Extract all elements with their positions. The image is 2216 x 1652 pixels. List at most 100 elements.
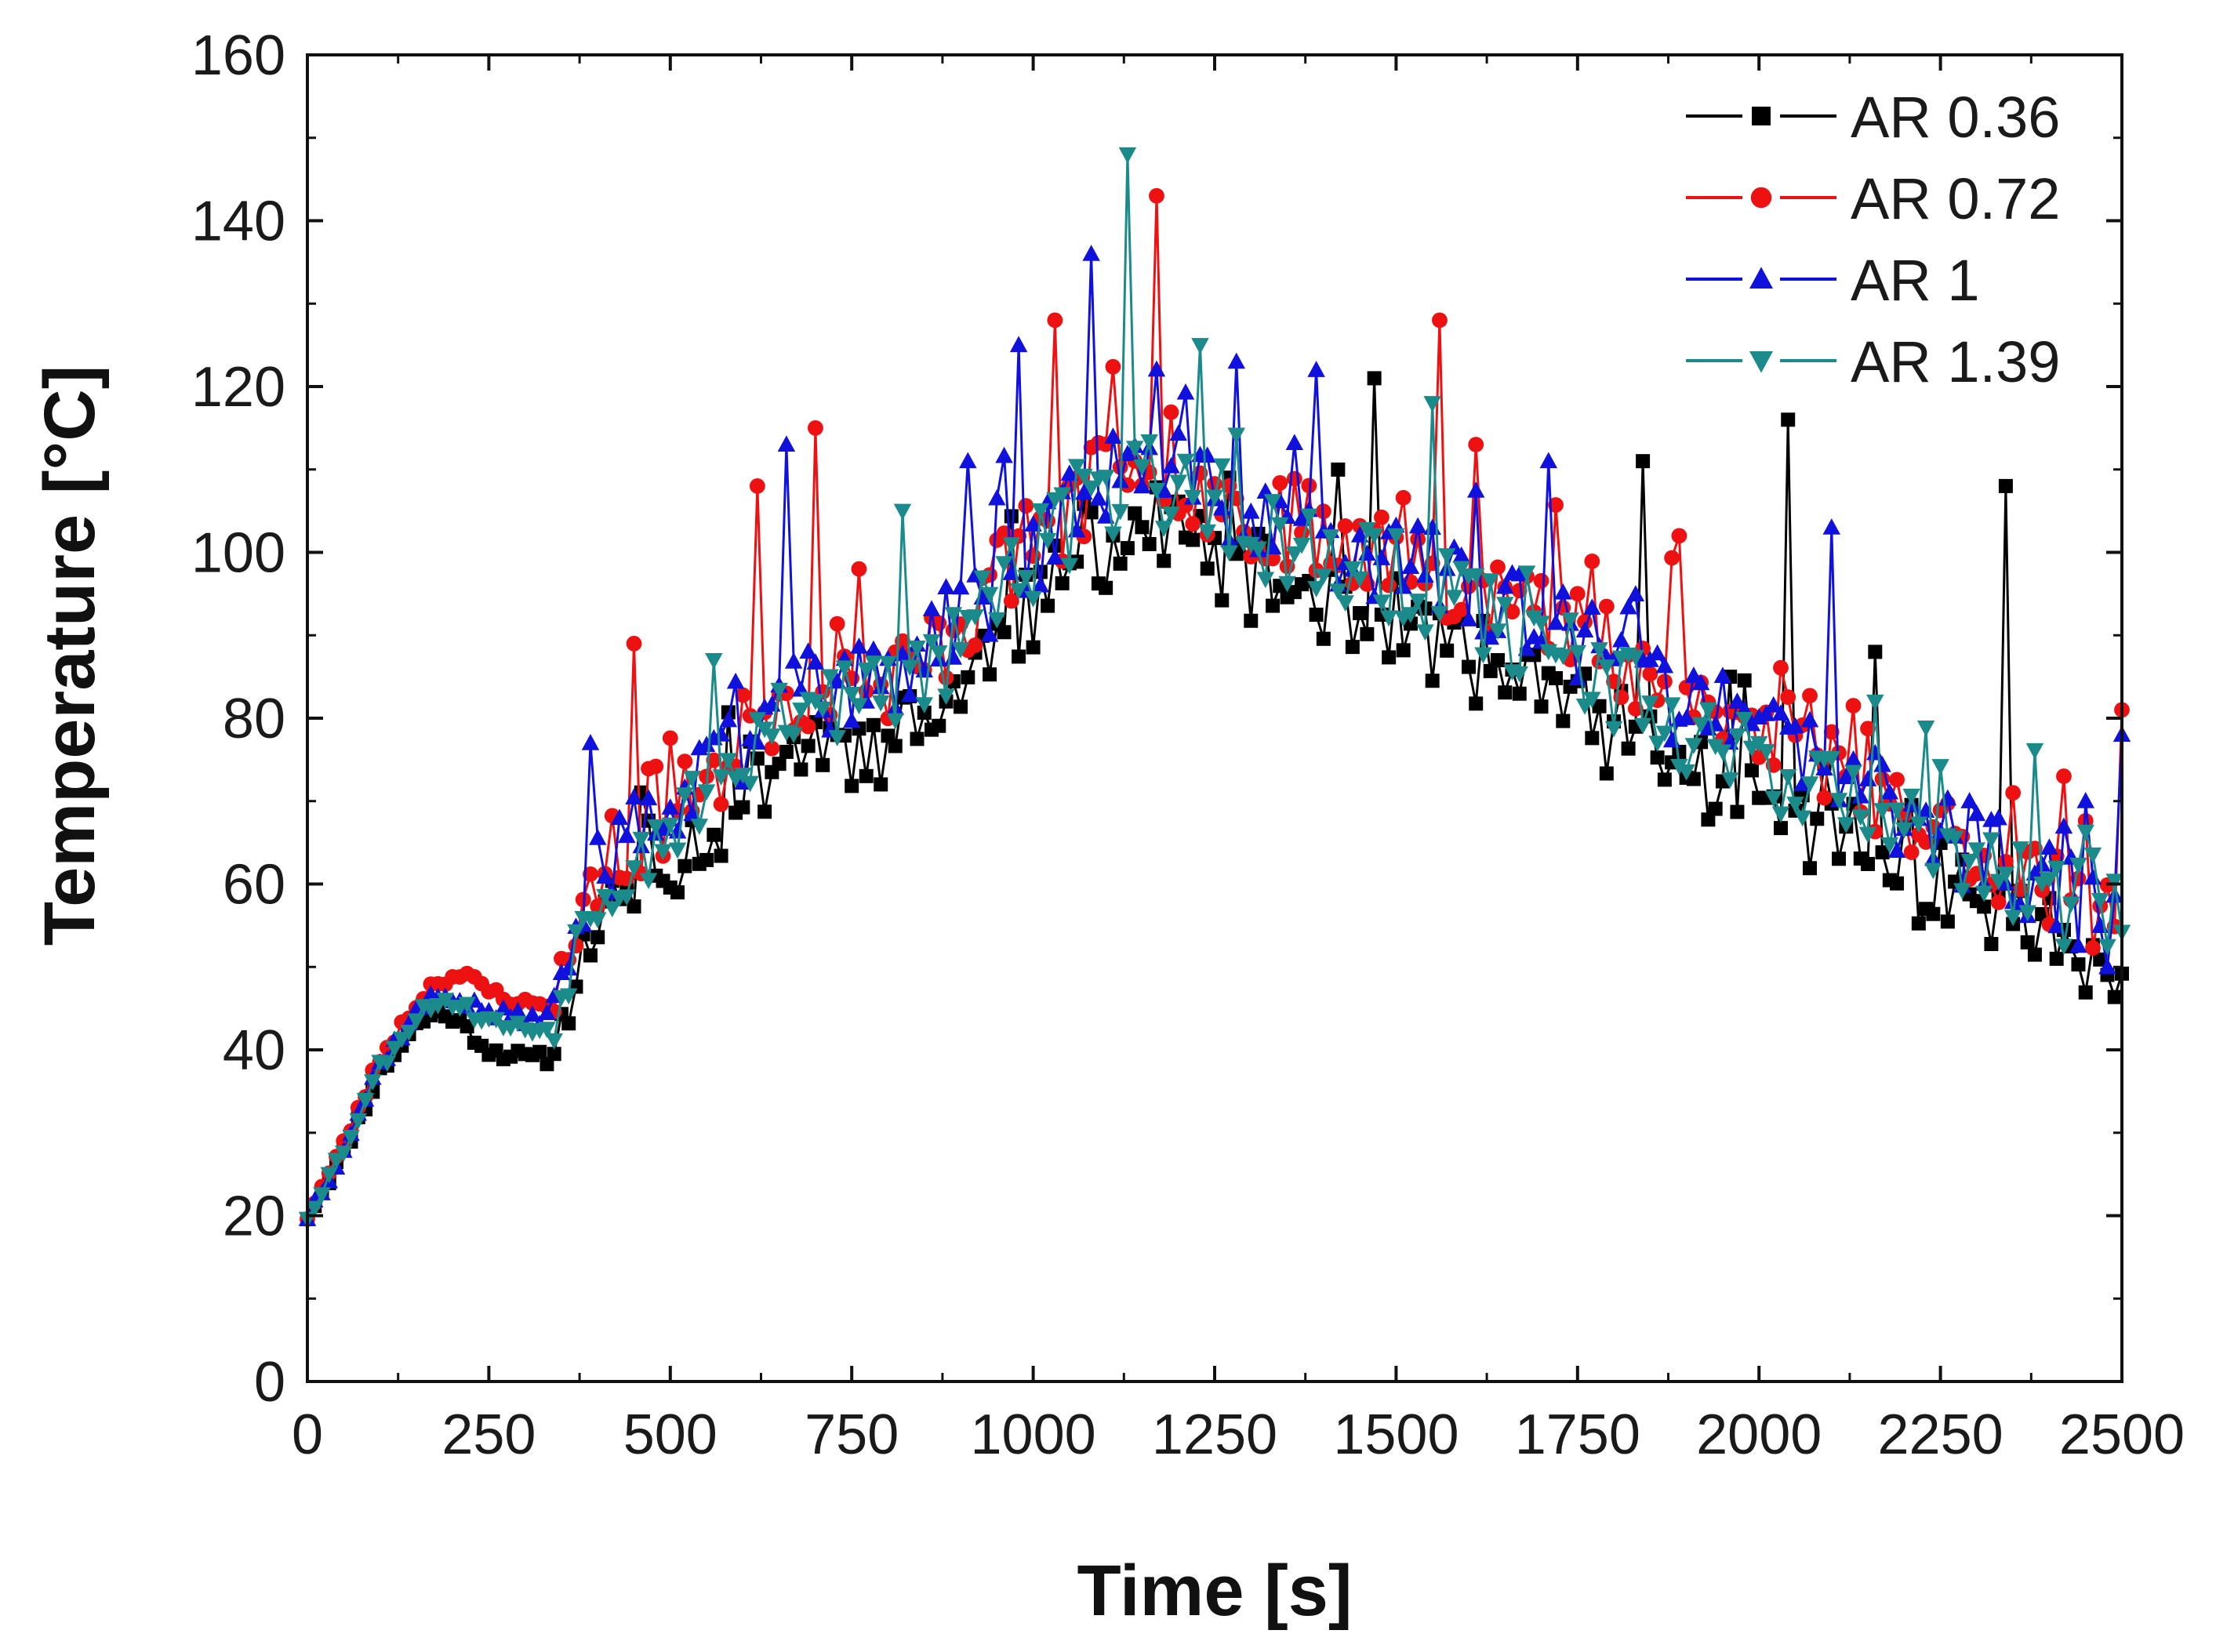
data-point — [1336, 595, 1354, 612]
data-point — [1474, 647, 1492, 664]
data-point — [1367, 371, 1382, 386]
legend-label: AR 0.72 — [1851, 166, 2060, 231]
data-point — [1773, 821, 1788, 836]
data-point — [342, 1130, 360, 1146]
data-point — [654, 844, 672, 861]
data-point — [1437, 548, 1456, 565]
data-point — [779, 744, 794, 759]
data-point — [2056, 768, 2072, 784]
data-point — [532, 1044, 547, 1059]
data-point — [1822, 750, 1841, 768]
data-point — [1575, 621, 1594, 637]
data-point — [845, 779, 859, 793]
data-point — [2011, 841, 2029, 858]
data-point — [1960, 853, 1978, 870]
data-point — [997, 625, 1012, 640]
data-point — [400, 1025, 418, 1041]
data-point — [670, 885, 685, 900]
data-point — [886, 713, 904, 730]
data-point — [1111, 503, 1129, 521]
data-point — [1331, 462, 1346, 477]
data-point — [988, 612, 1006, 629]
data-point — [1851, 809, 1870, 826]
y-tick-label: 140 — [191, 191, 285, 253]
data-point — [1532, 615, 1550, 633]
data-point — [1430, 605, 1449, 623]
data-point — [835, 660, 854, 677]
data-point — [2027, 947, 2042, 962]
data-point — [828, 730, 846, 746]
data-point — [1445, 590, 1463, 607]
data-point — [1154, 521, 1173, 537]
data-point — [1360, 626, 1375, 641]
data-point — [1142, 536, 1157, 551]
data-point — [596, 888, 614, 906]
data-point — [677, 753, 693, 770]
data-point — [1612, 630, 1630, 648]
data-point — [632, 831, 651, 848]
data-point — [625, 788, 643, 804]
data-point — [801, 739, 816, 753]
y-tick-label: 60 — [223, 854, 285, 917]
data-point — [712, 725, 730, 742]
data-point — [661, 817, 680, 834]
data-point — [1887, 802, 1906, 819]
data-point — [1974, 885, 1993, 902]
data-point — [1140, 434, 1158, 451]
data-point — [2054, 817, 2073, 834]
data-point — [2047, 861, 2065, 877]
data-point — [647, 819, 665, 836]
data-point — [1118, 147, 1137, 164]
data-point — [662, 730, 678, 746]
data-point — [1691, 717, 1710, 734]
data-point — [1860, 721, 1876, 737]
data-point — [1186, 532, 1201, 547]
data-point — [1437, 559, 1456, 576]
data-point — [995, 446, 1013, 463]
data-point — [959, 452, 977, 469]
data-point — [1903, 844, 1920, 860]
data-point — [1256, 572, 1275, 589]
data-point — [1656, 674, 1673, 690]
data-point — [1875, 845, 1890, 860]
data-point — [1701, 812, 1716, 827]
data-point — [1453, 601, 1469, 618]
data-point — [697, 784, 716, 801]
data-point — [1684, 738, 1703, 754]
data-point — [2076, 792, 2094, 808]
data-point — [1512, 686, 1527, 701]
data-point — [2040, 872, 2058, 888]
data-point — [988, 488, 1006, 506]
data-point — [596, 867, 614, 884]
data-point — [1549, 671, 1564, 686]
data-point — [821, 669, 839, 686]
data-point — [678, 859, 692, 873]
data-point — [1728, 728, 1746, 745]
data-point — [1343, 561, 1362, 578]
data-point — [676, 787, 694, 804]
data-point — [1844, 764, 1862, 782]
data-point — [748, 712, 767, 728]
data-point — [713, 796, 729, 812]
data-point — [961, 670, 975, 684]
data-point — [1590, 642, 1608, 659]
data-point — [1556, 713, 1571, 728]
data-point — [1198, 446, 1216, 463]
data-point — [2040, 838, 2058, 855]
data-point — [794, 762, 808, 777]
data-point — [1350, 571, 1369, 588]
data-point — [2093, 952, 2108, 967]
data-point — [1786, 717, 1804, 734]
data-point — [603, 901, 622, 918]
data-point — [2085, 940, 2101, 956]
data-point — [1490, 652, 1505, 667]
data-point — [1307, 581, 1325, 597]
data-point — [1619, 597, 1637, 615]
data-point — [736, 800, 750, 815]
data-point — [874, 777, 888, 792]
data-point — [954, 699, 968, 714]
data-point — [800, 718, 816, 735]
y-tick-label: 20 — [223, 1185, 285, 1248]
data-point — [1249, 541, 1267, 558]
